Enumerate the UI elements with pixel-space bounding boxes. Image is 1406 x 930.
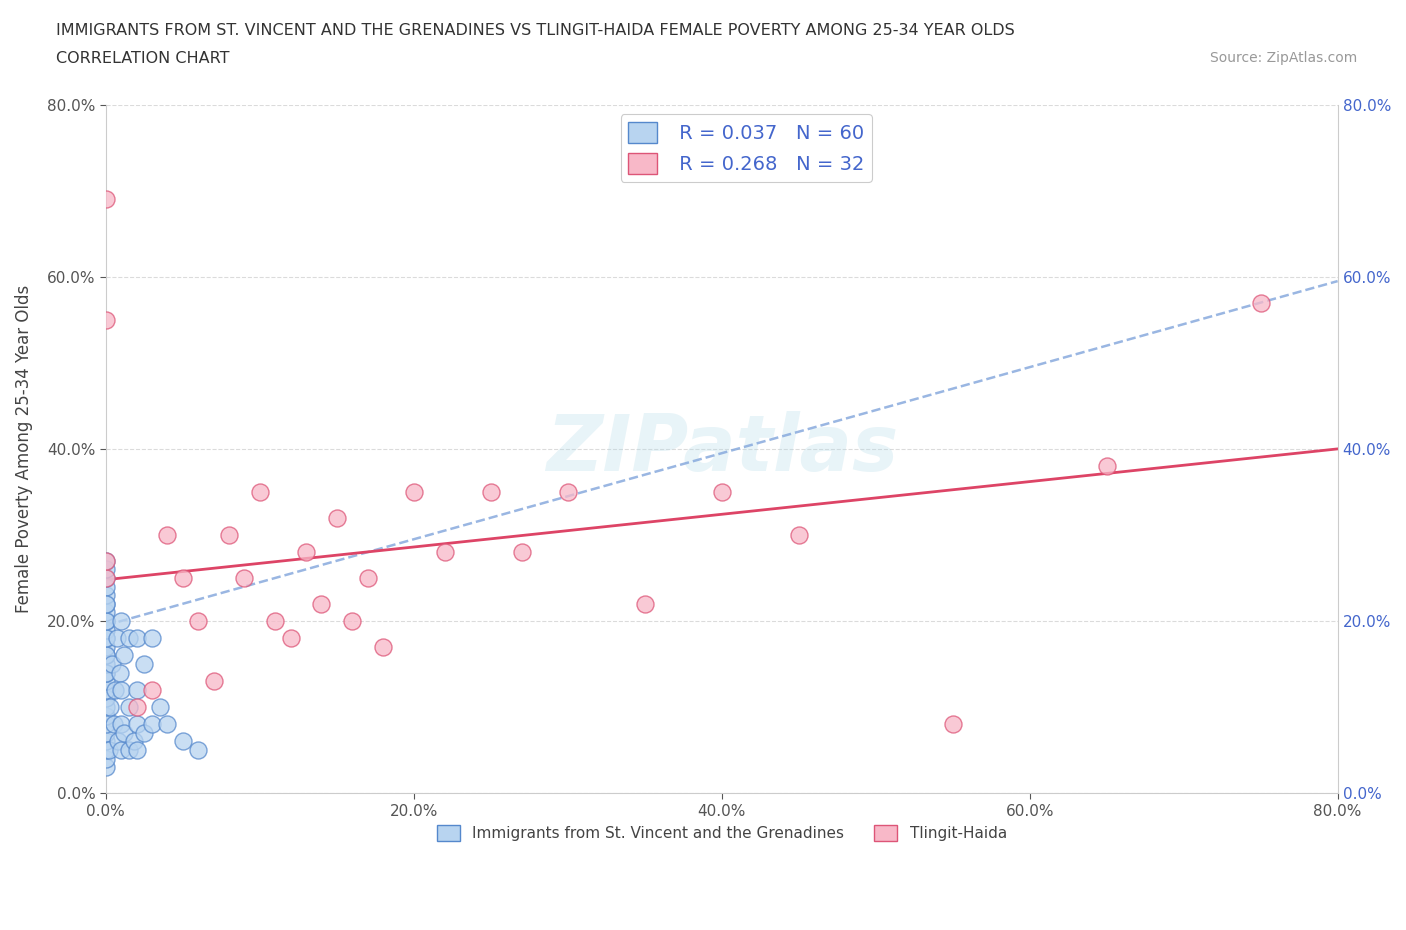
Point bbox=[94, 657, 117, 671]
Point bbox=[94, 648, 117, 663]
Point bbox=[125, 683, 148, 698]
Point bbox=[110, 717, 132, 732]
Point bbox=[94, 709, 117, 724]
Point bbox=[233, 570, 256, 585]
Point bbox=[110, 683, 132, 698]
Point bbox=[94, 614, 117, 629]
Point bbox=[94, 579, 117, 594]
Point bbox=[249, 485, 271, 499]
Point bbox=[97, 743, 120, 758]
Point bbox=[371, 639, 394, 654]
Point bbox=[134, 657, 156, 671]
Point bbox=[326, 511, 349, 525]
Point bbox=[101, 657, 124, 671]
Point bbox=[340, 614, 363, 629]
Point bbox=[112, 725, 135, 740]
Point bbox=[94, 648, 117, 663]
Point bbox=[104, 683, 127, 698]
Point bbox=[94, 760, 117, 775]
Point bbox=[94, 717, 117, 732]
Point bbox=[94, 665, 117, 680]
Point bbox=[149, 699, 172, 714]
Point bbox=[94, 683, 117, 698]
Point bbox=[433, 545, 456, 560]
Point bbox=[1250, 295, 1272, 310]
Point bbox=[107, 734, 129, 749]
Point bbox=[125, 699, 148, 714]
Point bbox=[187, 614, 209, 629]
Point bbox=[557, 485, 579, 499]
Text: CORRELATION CHART: CORRELATION CHART bbox=[56, 51, 229, 66]
Point bbox=[94, 725, 117, 740]
Point bbox=[94, 631, 117, 645]
Point bbox=[141, 631, 163, 645]
Point bbox=[94, 596, 117, 611]
Point bbox=[156, 717, 179, 732]
Point bbox=[94, 312, 117, 327]
Point bbox=[634, 596, 657, 611]
Point bbox=[94, 622, 117, 637]
Text: IMMIGRANTS FROM ST. VINCENT AND THE GRENADINES VS TLINGIT-HAIDA FEMALE POVERTY A: IMMIGRANTS FROM ST. VINCENT AND THE GREN… bbox=[56, 23, 1015, 38]
Point bbox=[356, 570, 378, 585]
Point bbox=[103, 717, 125, 732]
Point bbox=[94, 734, 117, 749]
Point bbox=[94, 751, 117, 766]
Point bbox=[112, 648, 135, 663]
Text: ZIPatlas: ZIPatlas bbox=[546, 411, 898, 487]
Point bbox=[94, 614, 117, 629]
Point bbox=[264, 614, 287, 629]
Point bbox=[134, 725, 156, 740]
Point bbox=[125, 717, 148, 732]
Point bbox=[942, 717, 965, 732]
Point bbox=[100, 699, 122, 714]
Point bbox=[94, 570, 117, 585]
Point bbox=[172, 570, 194, 585]
Point bbox=[94, 192, 117, 206]
Point bbox=[94, 604, 117, 619]
Point bbox=[94, 674, 117, 689]
Point bbox=[108, 665, 131, 680]
Point bbox=[402, 485, 425, 499]
Point bbox=[94, 631, 117, 645]
Point bbox=[118, 743, 141, 758]
Point bbox=[710, 485, 733, 499]
Point bbox=[295, 545, 318, 560]
Text: Source: ZipAtlas.com: Source: ZipAtlas.com bbox=[1209, 51, 1357, 65]
Legend: Immigrants from St. Vincent and the Grenadines, Tlingit-Haida: Immigrants from St. Vincent and the Gren… bbox=[430, 819, 1012, 847]
Point bbox=[218, 527, 240, 542]
Point bbox=[187, 743, 209, 758]
Point bbox=[94, 699, 117, 714]
Point bbox=[94, 665, 117, 680]
Point bbox=[105, 631, 128, 645]
Point bbox=[510, 545, 533, 560]
Y-axis label: Female Poverty Among 25-34 Year Olds: Female Poverty Among 25-34 Year Olds bbox=[15, 285, 32, 613]
Point bbox=[110, 743, 132, 758]
Point bbox=[479, 485, 502, 499]
Point bbox=[94, 588, 117, 603]
Point bbox=[94, 553, 117, 568]
Point bbox=[94, 553, 117, 568]
Point bbox=[141, 717, 163, 732]
Point bbox=[172, 734, 194, 749]
Point bbox=[110, 614, 132, 629]
Point bbox=[311, 596, 333, 611]
Point bbox=[118, 699, 141, 714]
Point bbox=[280, 631, 302, 645]
Point bbox=[122, 734, 145, 749]
Point bbox=[125, 631, 148, 645]
Point bbox=[94, 570, 117, 585]
Point bbox=[141, 683, 163, 698]
Point bbox=[94, 743, 117, 758]
Point bbox=[118, 631, 141, 645]
Point bbox=[787, 527, 810, 542]
Point bbox=[156, 527, 179, 542]
Point bbox=[125, 743, 148, 758]
Point bbox=[1095, 458, 1118, 473]
Point bbox=[94, 639, 117, 654]
Point bbox=[94, 562, 117, 577]
Point bbox=[94, 596, 117, 611]
Point bbox=[202, 674, 225, 689]
Point bbox=[94, 691, 117, 706]
